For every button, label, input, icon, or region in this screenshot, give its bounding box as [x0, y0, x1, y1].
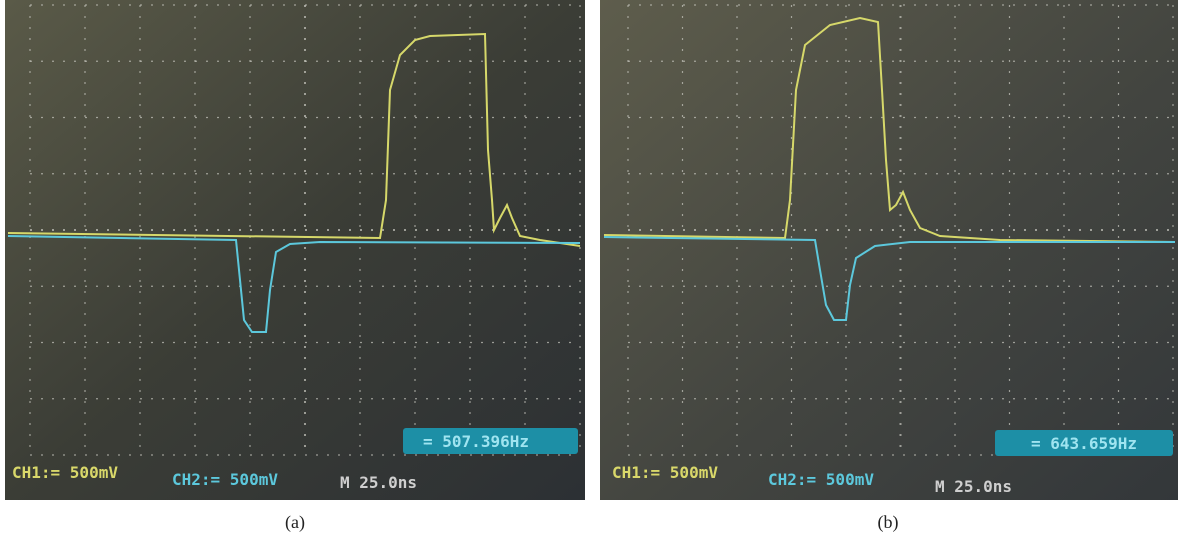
grid	[29, 4, 581, 456]
ch2-trace	[603, 236, 1175, 321]
ch1-scale: CH1:= 500mV	[612, 463, 718, 482]
timebase: M 25.0ns	[935, 477, 1012, 496]
ch1-scale: CH1:= 500mV	[12, 463, 118, 482]
panel-b: = 643.659Hz CH1:= 500mV CH2:= 500mV M 25…	[600, 0, 1178, 500]
ch1-trace	[603, 16, 1176, 243]
frequency: = 507.396Hz	[423, 432, 529, 451]
screen	[5, 0, 585, 500]
screen	[600, 0, 1178, 500]
ch2-trace	[7, 235, 581, 333]
freq-box	[995, 430, 1173, 456]
timebase: M 25.0ns	[340, 473, 417, 492]
ch2-scale: CH2:= 500mV	[768, 470, 874, 489]
panel-a: = 507.396Hz CH1:= 500mV CH2:= 500mV M 25…	[5, 0, 585, 500]
frequency: = 643.659Hz	[1031, 434, 1137, 453]
ch2-scale: CH2:= 500mV	[172, 470, 278, 489]
caption: (a)	[285, 512, 305, 533]
grid	[627, 4, 1174, 456]
caption: (b)	[878, 512, 899, 533]
freq-box	[403, 428, 578, 454]
ch1-trace	[7, 32, 581, 247]
